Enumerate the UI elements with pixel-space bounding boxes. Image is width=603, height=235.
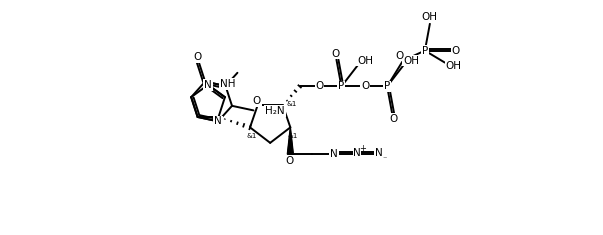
Text: O: O: [315, 81, 324, 91]
Text: O: O: [253, 96, 260, 106]
Text: O: O: [389, 114, 397, 124]
Polygon shape: [288, 127, 293, 154]
Text: &1: &1: [287, 133, 297, 139]
Text: N: N: [353, 148, 361, 158]
Text: NH: NH: [220, 79, 235, 89]
Text: &1: &1: [247, 133, 257, 139]
Text: +: +: [359, 144, 367, 153]
Text: ⁻: ⁻: [382, 155, 387, 164]
Text: P: P: [421, 46, 428, 56]
Text: P: P: [338, 81, 344, 91]
Text: O: O: [395, 51, 403, 61]
Text: O: O: [361, 81, 370, 91]
Text: OH: OH: [403, 55, 419, 66]
Text: P: P: [384, 81, 390, 91]
Text: N: N: [330, 149, 338, 159]
Text: O: O: [452, 46, 460, 56]
Text: OH: OH: [357, 55, 373, 66]
Text: N: N: [204, 80, 212, 90]
Text: N: N: [214, 116, 222, 126]
Text: H₂N: H₂N: [265, 106, 285, 116]
Text: O: O: [331, 49, 339, 59]
Text: N: N: [375, 148, 383, 158]
Text: &1: &1: [286, 101, 297, 107]
Text: O: O: [193, 52, 201, 62]
Text: OH: OH: [446, 61, 462, 70]
Text: O: O: [285, 156, 294, 166]
Text: OH: OH: [422, 12, 438, 22]
